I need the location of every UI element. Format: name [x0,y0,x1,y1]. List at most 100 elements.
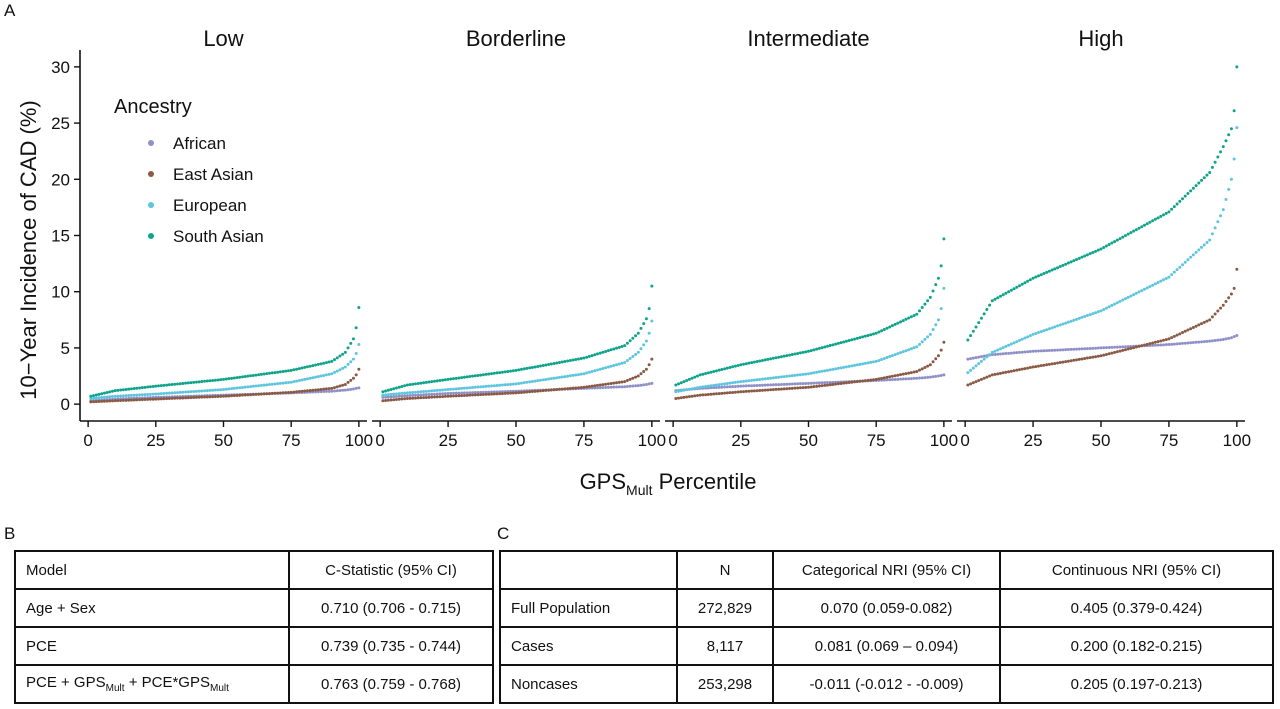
data-point [598,383,602,387]
data-point [184,381,188,385]
data-point [327,389,331,393]
data-point [755,378,759,382]
data-point [262,383,266,387]
data-point [349,360,353,364]
data-point [1037,364,1041,368]
data-point [758,359,762,363]
data-point [825,344,829,348]
data-point [235,386,239,390]
x-tick-label: 100 [930,431,958,450]
data-point [400,391,404,395]
data-point [338,368,342,372]
data-point [549,388,553,392]
data-point [397,385,401,389]
data-point [823,369,827,373]
data-point [682,388,686,392]
data-point [774,387,778,391]
data-point [836,382,840,386]
data-point [322,387,326,391]
data-point [885,326,889,330]
data-point [1210,232,1214,236]
data-point [923,302,927,306]
data-point [623,380,627,384]
data-point [593,369,597,373]
data-point [1221,145,1225,149]
data-point [1099,247,1103,251]
data-point [563,360,567,364]
data-point [89,394,93,398]
data-point [1001,352,1005,356]
data-point [706,384,710,388]
data-point [1075,347,1079,351]
data-point [647,363,651,367]
data-point [454,394,458,398]
data-point [184,396,188,400]
data-point [742,379,746,383]
data-point [636,384,640,388]
data-point [413,393,417,397]
data-point [386,395,390,399]
data-point [1197,323,1201,327]
data-point [490,384,494,388]
data-point [1053,361,1057,365]
data-point [278,391,282,395]
data-point [394,392,398,396]
data-point [129,398,133,402]
data-point [1172,334,1176,338]
data-point [1156,216,1160,220]
data-point [571,386,575,390]
data-point [547,362,551,366]
data-point [165,383,169,387]
data-point [173,382,177,386]
data-point [1042,349,1046,353]
data-point [998,371,1002,375]
data-point [281,369,285,373]
data-point [219,388,223,392]
x-tick-label: 25 [731,431,750,450]
data-point [200,380,204,384]
data-point [576,357,580,361]
data-point [871,360,875,364]
table-row: Model C-Statistic (95% CI) [14,550,494,590]
data-point [901,319,905,323]
data-point [880,357,884,361]
data-point [471,374,475,378]
data-point [138,398,142,402]
data-point [330,389,334,393]
data-point [988,353,992,357]
data-point [430,389,434,393]
data-point [148,392,152,396]
data-point [108,390,112,394]
data-point [1023,336,1027,340]
data-point [931,328,935,332]
data-point [714,383,718,387]
data-point [273,371,277,375]
data-point [557,375,561,379]
data-point [625,341,629,345]
data-point [316,362,320,366]
data-point [1088,346,1092,350]
panel-label-b: B [4,524,16,543]
data-point [1096,354,1100,358]
data-point [1017,338,1021,342]
data-point [1172,342,1176,346]
data-point [222,394,225,398]
data-point [1039,273,1043,277]
data-point [438,388,442,392]
data-point [939,307,943,311]
data-point [541,363,545,367]
data-point [890,374,894,378]
y-tick-label: 0 [61,395,70,414]
data-point [650,284,654,288]
data-point [1007,370,1011,374]
data-point [752,389,756,393]
data-point [530,390,534,394]
data-point [416,382,420,386]
data-point [942,286,946,290]
data-point [1140,289,1144,293]
data-point [454,387,458,391]
data-point [503,391,507,395]
data-point [1050,348,1054,352]
data-point [1110,241,1114,245]
